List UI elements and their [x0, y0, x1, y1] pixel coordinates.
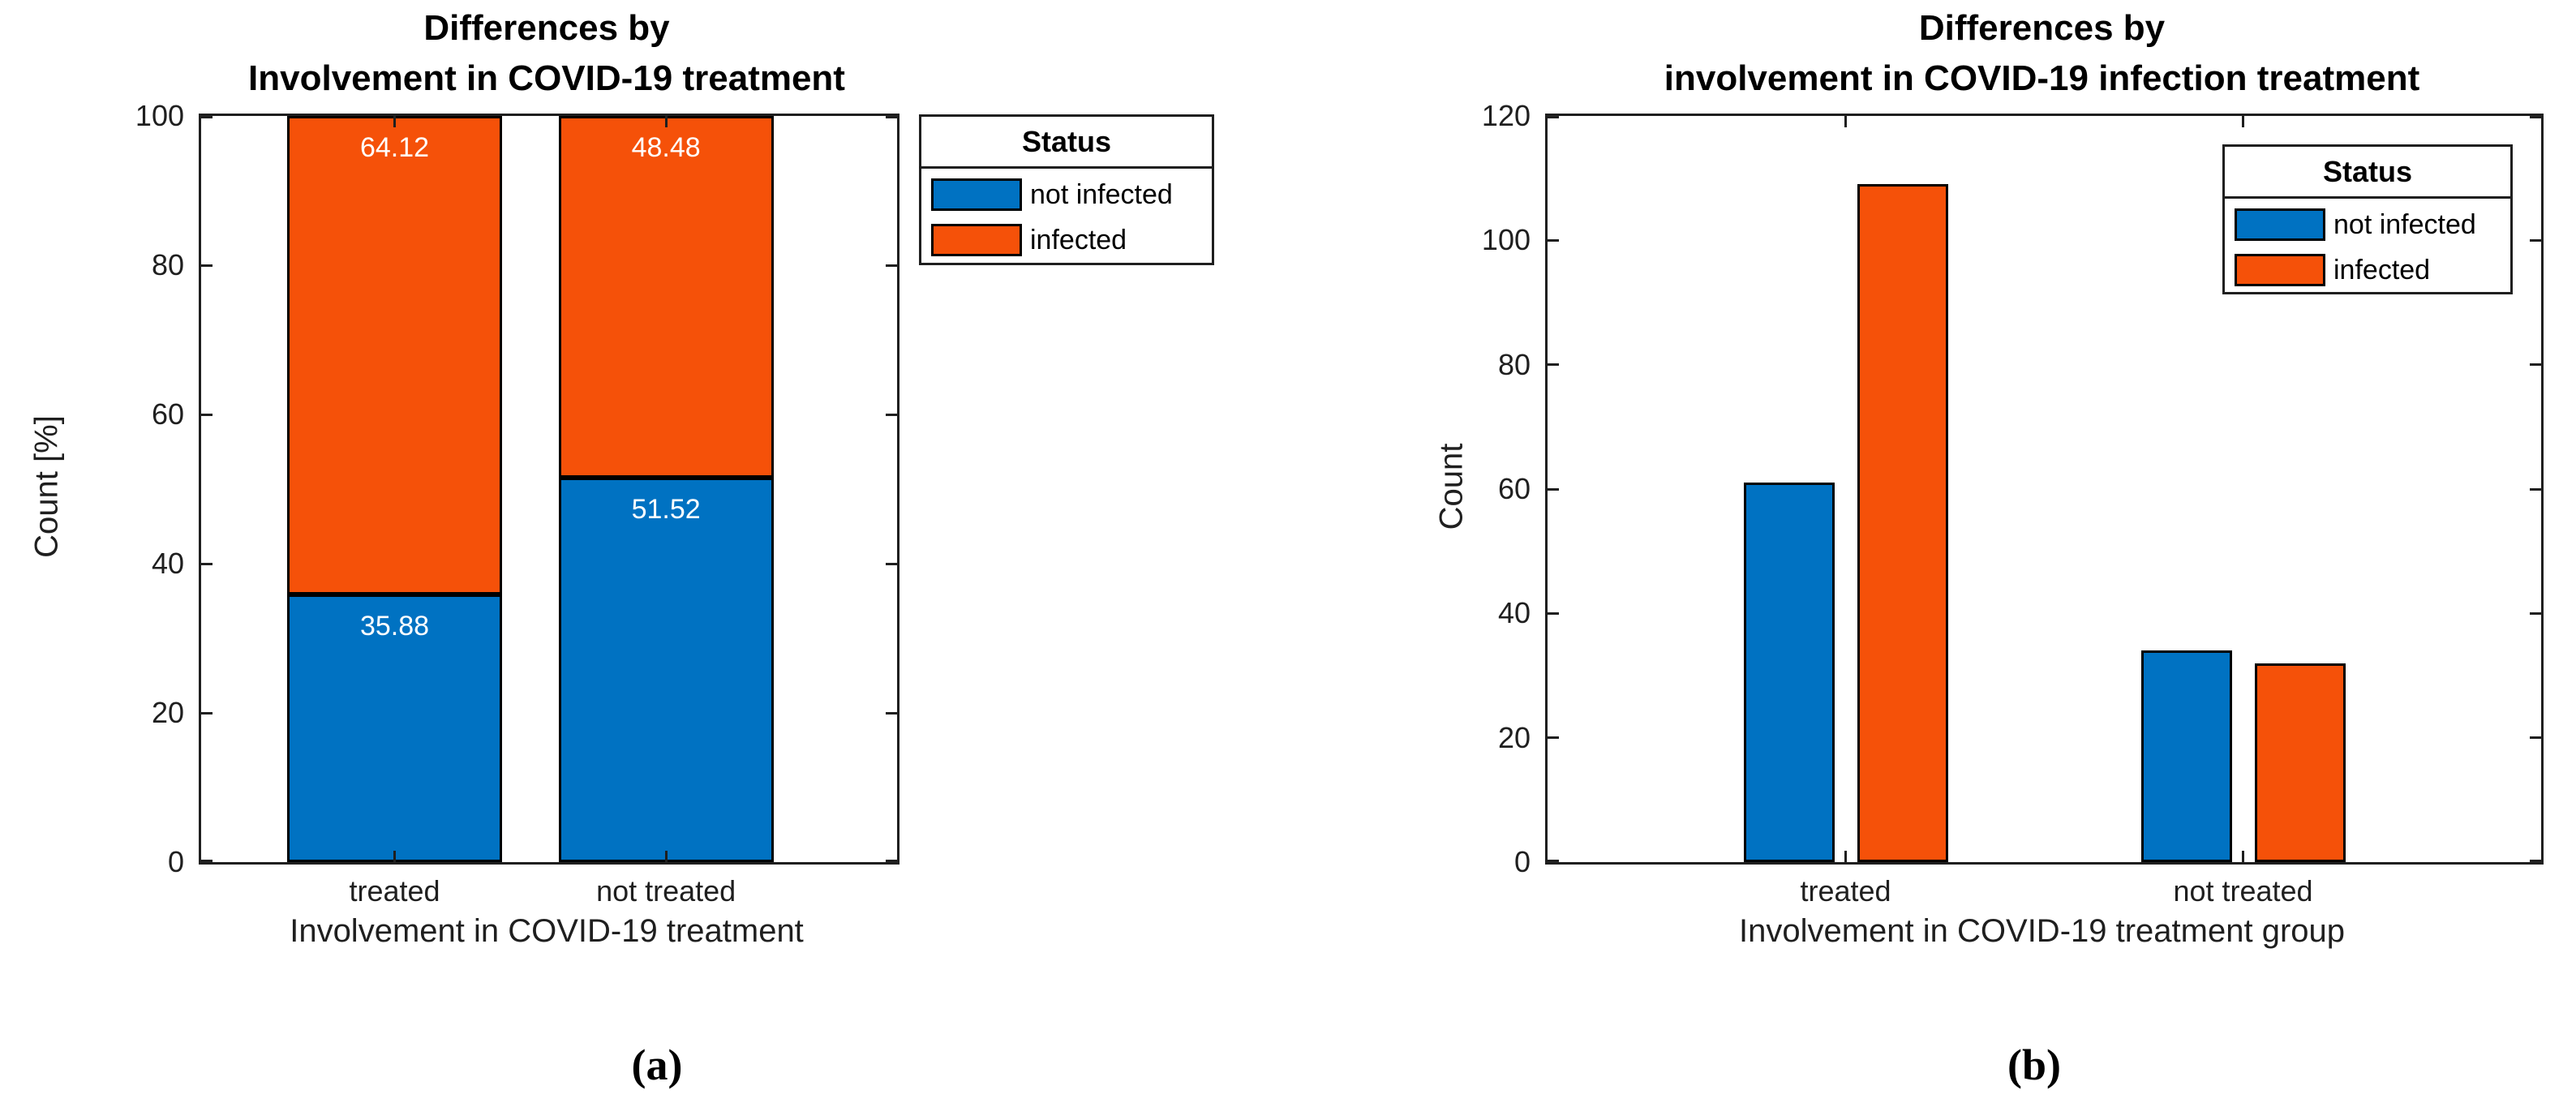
chart-b-legend-title: Status: [2225, 147, 2510, 199]
y-tick-mark: [2530, 611, 2541, 615]
y-tick-label: 60: [151, 397, 184, 431]
x-tick-mark: [393, 116, 397, 127]
y-tick-mark: [886, 413, 897, 416]
x-tick-mark: [2242, 851, 2244, 862]
x-tick-label: not treated: [2173, 874, 2313, 908]
y-tick-mark: [1548, 116, 1559, 118]
y-tick-mark: [886, 711, 897, 714]
y-tick-mark: [1548, 487, 1559, 491]
y-tick-label: 60: [1497, 472, 1531, 505]
y-tick-mark: [2530, 487, 2541, 491]
y-tick-mark: [201, 711, 213, 714]
not-infected-color-swatch: [931, 178, 1022, 211]
y-tick-mark: [2530, 363, 2541, 367]
y-tick-mark: [1548, 611, 1559, 615]
y-tick-mark: [886, 860, 897, 862]
chart-a-title-line1: Differences by: [423, 8, 670, 48]
y-tick-mark: [2530, 238, 2541, 242]
y-tick-mark: [1548, 860, 1559, 862]
y-tick-mark: [886, 264, 897, 267]
bar-value-label: 35.88: [359, 610, 430, 642]
y-tick-mark: [201, 116, 213, 118]
infected-color-swatch: [931, 224, 1022, 256]
y-tick-label: 80: [1497, 347, 1531, 381]
legend-entry-not-infected: not infected: [2235, 202, 2510, 247]
y-tick-mark: [1548, 238, 1559, 242]
y-tick-mark: [1548, 363, 1559, 367]
y-tick-label: 0: [167, 845, 184, 878]
chart-a-legend-title: Status: [921, 117, 1212, 169]
infected-color-swatch: [2235, 254, 2325, 286]
chart-a-title: Differences by Involvement in COVID-19 t…: [199, 3, 895, 104]
chart-b-title-line1: Differences by: [1918, 8, 2166, 48]
bar-treated-infected: [1857, 184, 1948, 862]
legend-entry-label: infected: [1030, 224, 1127, 255]
subfigure-label-a: (a): [631, 1041, 683, 1089]
chart-b-legend: Status not infected infected: [2222, 144, 2513, 294]
bar-not treated-not infected: [2140, 650, 2232, 862]
chart-b-legend-rows: not infected infected: [2225, 199, 2510, 296]
y-tick-mark: [201, 413, 213, 416]
bar-value-label: 48.48: [631, 132, 701, 163]
chart-a-legend: Status not infected infected: [919, 114, 1214, 265]
x-tick-mark: [664, 116, 668, 127]
legend-entry-label: infected: [2333, 254, 2431, 285]
bar-treated-not infected: [1743, 483, 1835, 862]
x-tick-mark: [664, 851, 668, 862]
legend-entry-infected: infected: [931, 217, 1212, 263]
x-tick-label: treated: [1800, 874, 1891, 908]
y-tick-mark: [886, 116, 897, 118]
x-tick-mark: [1844, 116, 1847, 127]
y-tick-mark: [2530, 736, 2541, 740]
bar-treated-not infected: [287, 594, 503, 862]
y-tick-mark: [886, 562, 897, 565]
y-tick-mark: [201, 860, 213, 862]
y-tick-label: 0: [1513, 845, 1531, 878]
chart-b-x-axis-label: Involvement in COVID-19 treatment group: [1738, 913, 2345, 949]
legend-entry-infected: infected: [2235, 247, 2510, 293]
y-tick-mark: [2530, 116, 2541, 118]
y-tick-label: 40: [1497, 596, 1531, 630]
chart-b-title-line2: involvement in COVID-19 infection treatm…: [1664, 58, 2420, 98]
y-tick-mark: [201, 562, 213, 565]
x-tick-mark: [393, 851, 397, 862]
y-tick-mark: [1548, 736, 1559, 740]
y-tick-label: 120: [1481, 99, 1531, 132]
y-tick-mark: [2530, 860, 2541, 862]
bar-value-label: 51.52: [631, 494, 701, 526]
x-tick-label: treated: [349, 874, 440, 908]
x-tick-label: not treated: [596, 874, 736, 908]
y-tick-label: 40: [151, 547, 184, 580]
y-tick-mark: [201, 264, 213, 267]
bar-not treated-infected: [558, 116, 774, 478]
x-tick-mark: [1844, 851, 1847, 862]
chart-a-title-line2: Involvement in COVID-19 treatment: [248, 58, 845, 98]
chart-a-legend-rows: not infected infected: [921, 169, 1212, 266]
chart-a-plot-area: 0 20 40 60 80 100 treated not treated 35.88 64.12…: [135, 100, 899, 908]
bar-value-label: 64.12: [359, 132, 430, 163]
not-infected-color-swatch: [2235, 208, 2325, 241]
bar-treated-infected: [287, 116, 503, 594]
legend-entry-label: not infected: [1030, 178, 1173, 210]
y-tick-label: 100: [135, 99, 184, 132]
y-tick-label: 20: [1497, 720, 1531, 754]
subfigure-label-b: (b): [2007, 1041, 2061, 1089]
bar-not treated-infected: [2254, 663, 2346, 862]
chart-a-x-axis-label: Involvement in COVID-19 treatment: [290, 913, 804, 949]
y-tick-label: 100: [1481, 223, 1531, 257]
legend-entry-label: not infected: [2333, 208, 2476, 240]
bar-not treated-not infected: [558, 478, 774, 862]
chart-b-title: Differences by involvement in COVID-19 i…: [1545, 3, 2539, 104]
x-tick-mark: [2242, 116, 2244, 127]
legend-entry-not-infected: not infected: [931, 172, 1212, 217]
y-tick-label: 80: [151, 248, 184, 281]
y-tick-label: 20: [151, 696, 184, 729]
